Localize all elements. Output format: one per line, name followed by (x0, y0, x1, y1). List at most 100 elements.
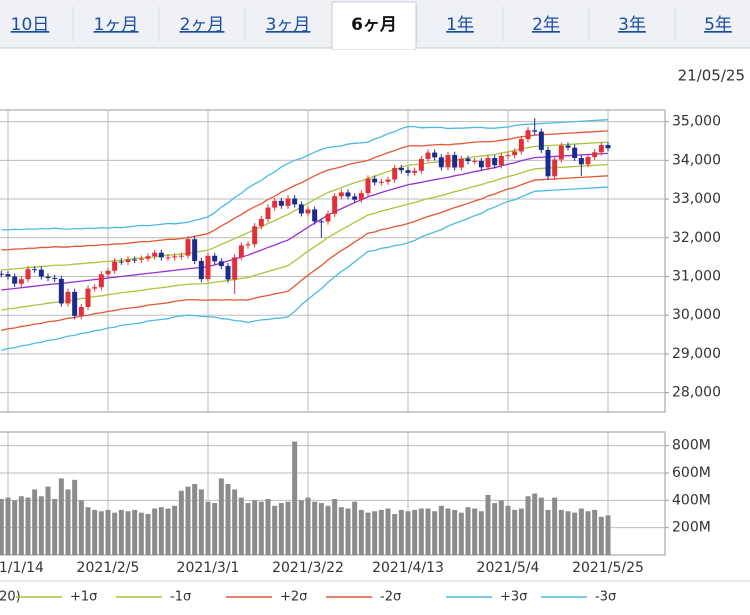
candle-body (132, 259, 138, 261)
y-tick-label: 32,000 (672, 230, 721, 246)
volume-bar (405, 511, 411, 555)
candle-body (92, 287, 98, 289)
candle-body (498, 155, 504, 166)
tab[interactable]: 3年 (618, 15, 646, 35)
x-tick-label: 2021/3/1 (177, 560, 240, 576)
candle-body (552, 159, 558, 177)
volume-bar (512, 509, 518, 555)
candle-body (452, 155, 458, 168)
candle-body (472, 160, 478, 162)
candle-body (58, 278, 64, 304)
candle-body (385, 179, 391, 182)
volume-bar (312, 501, 318, 555)
candle-body (352, 196, 358, 200)
candle-body (205, 255, 211, 280)
candle-body (518, 139, 524, 152)
candle-body (405, 170, 411, 173)
legend-label: -2σ (380, 590, 401, 605)
candle-body (125, 259, 131, 262)
volume-bar (45, 486, 51, 555)
candle-body (105, 270, 111, 275)
volume-bar (272, 505, 278, 555)
tab[interactable]: 2ヶ月 (180, 15, 225, 35)
volume-bar (265, 498, 271, 555)
volume-bar (358, 509, 364, 555)
candle-body (558, 145, 564, 160)
tab[interactable]: 6ヶ月 (351, 15, 397, 35)
volume-bar (452, 509, 458, 555)
volume-bar (578, 508, 584, 555)
candle-body (192, 239, 198, 261)
candle-body (185, 239, 191, 256)
candle-body (525, 130, 531, 140)
volume-bar (238, 497, 244, 555)
candle-body (278, 200, 284, 206)
volume-bar (132, 509, 138, 555)
band-line (1, 163, 609, 311)
volume-bar (285, 501, 291, 555)
candle-body (118, 261, 124, 263)
tab[interactable]: 5年 (704, 15, 732, 35)
candle-body (605, 145, 611, 149)
volume-bar (485, 494, 491, 555)
candle-body (492, 158, 498, 166)
y-tick-label: 31,000 (672, 268, 721, 284)
volume-bar (505, 505, 511, 555)
volume-bar (325, 505, 331, 555)
x-tick-label: 2021/3/22 (272, 560, 344, 576)
tab[interactable]: 3ヶ月 (266, 15, 311, 35)
volume-bar (565, 511, 571, 555)
volume-bar (152, 508, 158, 555)
candle-body (538, 131, 544, 150)
candle-body (378, 181, 384, 183)
candle-body (545, 149, 551, 177)
candle-body (572, 147, 578, 159)
tab[interactable]: 1ヶ月 (94, 15, 139, 35)
candle-body (305, 209, 311, 214)
volume-bar (518, 508, 524, 555)
x-tick-label: 2021/5/4 (477, 560, 540, 576)
candle-body (338, 192, 344, 197)
volume-bar (118, 509, 124, 555)
candle-body (65, 291, 71, 304)
candle-body (0, 273, 4, 275)
volume-bar (192, 483, 198, 555)
volume-bar (158, 507, 164, 555)
candle-body (212, 255, 218, 262)
candle-body (505, 155, 511, 157)
volume-bar (38, 496, 44, 555)
volume-bar (125, 511, 131, 555)
volume-bar (0, 498, 4, 555)
candle-body (445, 155, 451, 168)
volume-bar (112, 512, 118, 555)
volume-bar (605, 515, 611, 555)
candle-body (292, 198, 298, 205)
candle-body (165, 257, 171, 259)
legend-label: -3σ (595, 590, 616, 605)
tab[interactable]: 2年 (532, 15, 560, 35)
volume-bar (392, 514, 398, 555)
volume-bar (58, 478, 64, 555)
volume-bar (92, 509, 98, 555)
candle-body (225, 266, 231, 280)
candle-body (598, 145, 604, 153)
candle-body (45, 276, 51, 279)
y-tick-label: 29,000 (672, 346, 721, 362)
candle-body (232, 257, 238, 280)
volume-bar (185, 486, 191, 555)
tab-selected-bg (331, 1, 417, 50)
y-tick-label: 30,000 (672, 307, 721, 323)
volume-bar (552, 497, 558, 555)
volume-bar (432, 511, 438, 555)
x-tick-label: 2021/2/5 (77, 560, 140, 576)
candle-body (485, 158, 491, 168)
volume-bar (472, 508, 478, 555)
tab[interactable]: 10日 (11, 15, 50, 35)
tab[interactable]: 1年 (446, 15, 474, 35)
volume-bar (438, 505, 444, 555)
candle-body (145, 256, 151, 259)
band-line (1, 186, 609, 352)
y-tick-label: 800M (672, 438, 711, 454)
